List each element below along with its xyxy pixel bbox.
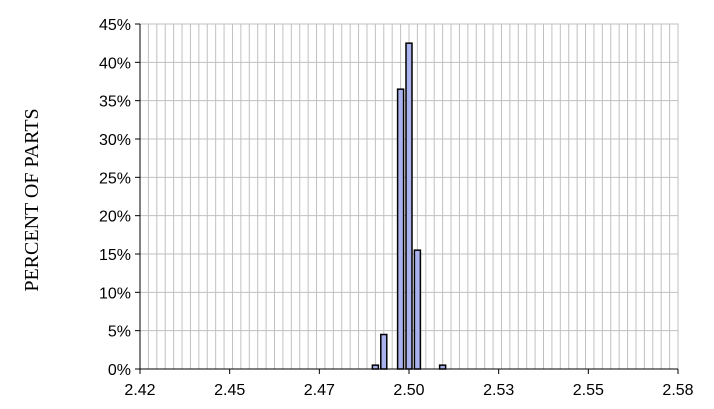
- y-tick-label: 10%: [99, 285, 131, 302]
- x-tick-label: 2.45: [214, 382, 245, 399]
- y-axis-label: PERCENT OF PARTS: [21, 108, 43, 291]
- x-tick-label: 2.58: [662, 382, 693, 399]
- y-tick-label: 45%: [99, 17, 131, 34]
- y-tick-label: 25%: [99, 170, 131, 187]
- y-tick-label: 40%: [99, 55, 131, 72]
- y-tick-label: 0%: [108, 362, 131, 379]
- x-tick-label: 2.55: [573, 382, 604, 399]
- histogram-bar: [414, 250, 420, 369]
- x-tick-label: 2.50: [393, 382, 424, 399]
- y-tick-label: 20%: [99, 209, 131, 226]
- histogram-bar: [440, 365, 446, 369]
- x-tick-label: 2.47: [304, 382, 335, 399]
- histogram-bar: [381, 335, 387, 370]
- x-tick-label: 2.53: [483, 382, 514, 399]
- y-tick-label: 35%: [99, 94, 131, 111]
- x-tick-labels: 2.42 2.45 2.47 2.50 2.53 2.55 2.58: [124, 382, 693, 399]
- histogram-bar: [398, 89, 404, 369]
- y-tick-label: 15%: [99, 247, 131, 264]
- y-tick-label: 30%: [99, 132, 131, 149]
- histogram-bar: [406, 43, 412, 369]
- histogram-bar: [372, 365, 378, 369]
- x-tick-label: 2.42: [124, 382, 155, 399]
- y-tick-label: 5%: [108, 324, 131, 341]
- y-tick-labels: 0% 5% 10% 15% 20% 25% 30% 35% 40% 45%: [99, 17, 131, 379]
